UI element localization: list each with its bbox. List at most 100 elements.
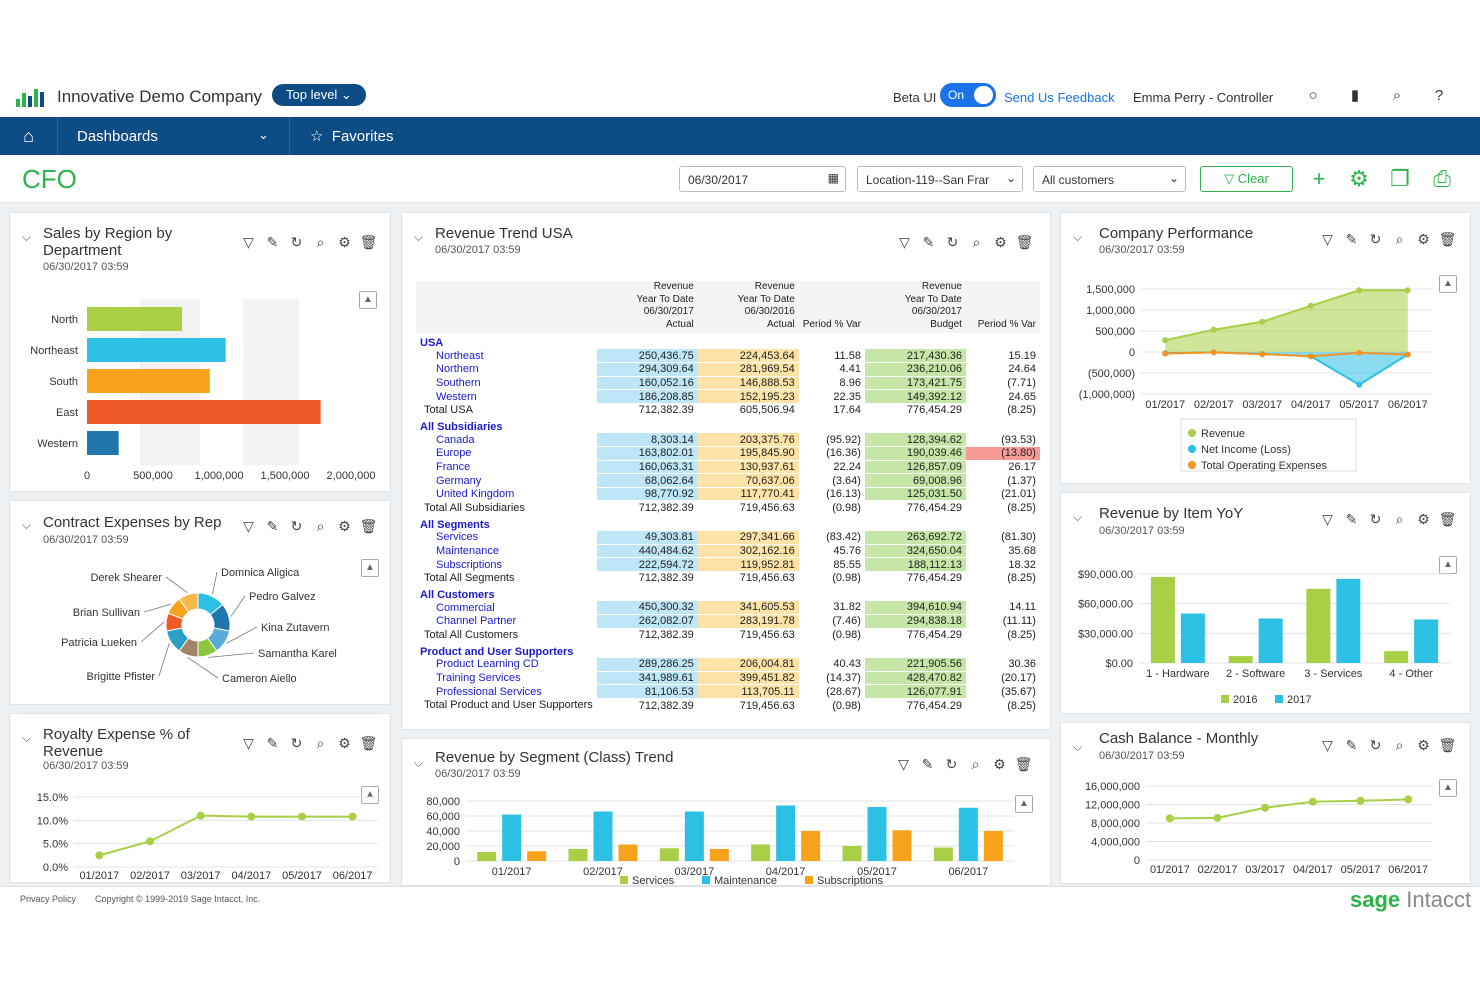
filter-icon[interactable]: ▽ — [899, 234, 910, 250]
customers-select[interactable]: All customers ⌄ — [1033, 166, 1186, 192]
zoom-icon[interactable]: ⌕ — [1395, 511, 1404, 527]
clear-button[interactable]: ▽ Clear — [1200, 166, 1293, 192]
settings-icon[interactable]: ⚙ — [1417, 737, 1430, 753]
settings-icon[interactable]: ⚙ — [993, 756, 1006, 772]
collapse-chevron-icon[interactable]: ⌵ — [414, 230, 424, 244]
beta-ui-toggle[interactable]: On — [940, 83, 996, 107]
collapse-chevron-icon[interactable]: ⌵ — [414, 756, 424, 770]
row-label[interactable]: Subscriptions — [436, 558, 503, 571]
edit-icon[interactable]: ✎ — [922, 234, 935, 250]
edit-icon[interactable]: ✎ — [266, 518, 279, 534]
location-select[interactable]: Location-119--San Frar ⌄ — [857, 166, 1023, 192]
delete-icon[interactable]: 🗑 — [1438, 231, 1457, 247]
filter-icon[interactable]: ▽ — [1322, 511, 1333, 527]
settings-icon[interactable]: ⚙ — [1349, 166, 1369, 191]
export-icon[interactable]: ▲ — [361, 786, 379, 804]
edit-icon[interactable]: ✎ — [921, 756, 934, 772]
zoom-icon[interactable]: ⌕ — [316, 518, 325, 534]
row-label[interactable]: France — [436, 460, 471, 473]
delete-icon[interactable]: 🗑 — [359, 234, 378, 250]
row-label[interactable]: Services — [436, 531, 479, 544]
settings-icon[interactable]: ⚙ — [338, 234, 351, 250]
filter-icon[interactable]: ▽ — [243, 518, 254, 534]
user-menu[interactable]: Emma Perry - Controller — [1133, 90, 1274, 105]
edit-icon[interactable]: ✎ — [266, 234, 279, 250]
export-icon[interactable]: ▲ — [1015, 795, 1033, 813]
edit-icon[interactable]: ✎ — [266, 735, 279, 751]
refresh-icon[interactable]: ↻ — [1369, 511, 1382, 527]
search-icon[interactable]: ⌕ — [1392, 87, 1402, 104]
calendar-icon[interactable]: ▦ — [827, 171, 839, 185]
delete-icon[interactable]: 🗑 — [1015, 234, 1034, 250]
settings-icon[interactable]: ⚙ — [338, 518, 351, 534]
refresh-icon[interactable]: ↻ — [1369, 231, 1382, 247]
privacy-policy-link[interactable]: Privacy Policy — [20, 894, 77, 904]
row-label[interactable]: Training Services — [436, 672, 521, 685]
refresh-icon[interactable]: ↻ — [945, 756, 958, 772]
settings-icon[interactable]: ⚙ — [1417, 231, 1430, 247]
export-icon[interactable]: ▲ — [359, 291, 377, 309]
collapse-chevron-icon[interactable]: ⌵ — [1073, 510, 1083, 524]
zoom-icon[interactable]: ⌕ — [1395, 231, 1404, 247]
level-selector[interactable]: Top level ⌄ — [272, 84, 366, 106]
home-icon[interactable]: ⌂ — [0, 117, 58, 155]
refresh-icon[interactable]: ↻ — [290, 735, 303, 751]
row-label[interactable]: Professional Services — [436, 685, 542, 698]
filter-icon[interactable]: ▽ — [1322, 737, 1333, 753]
bookmark-icon[interactable]: ▮ — [1350, 87, 1360, 104]
filter-icon[interactable]: ▽ — [243, 234, 254, 250]
collapse-chevron-icon[interactable]: ⌵ — [1073, 740, 1083, 754]
delete-icon[interactable]: 🗑 — [359, 735, 378, 751]
delete-icon[interactable]: 🗑 — [359, 518, 378, 534]
filter-icon[interactable]: ▽ — [898, 756, 909, 772]
row-label[interactable]: Product Learning CD — [436, 658, 539, 671]
collapse-chevron-icon[interactable]: ⌵ — [22, 230, 32, 244]
favorites-menu[interactable]: ☆ Favorites — [310, 127, 393, 145]
row-label[interactable]: Western — [436, 390, 477, 403]
collapse-chevron-icon[interactable]: ⌵ — [22, 731, 32, 745]
chat-icon[interactable]: ○ — [1308, 87, 1318, 104]
edit-icon[interactable]: ✎ — [1345, 231, 1358, 247]
refresh-icon[interactable]: ↻ — [946, 234, 959, 250]
export-icon[interactable]: ▲ — [1439, 275, 1457, 293]
export-icon[interactable]: ▲ — [361, 559, 379, 577]
zoom-icon[interactable]: ⌕ — [972, 234, 981, 250]
settings-icon[interactable]: ⚙ — [338, 735, 351, 751]
collapse-chevron-icon[interactable]: ⌵ — [22, 518, 32, 532]
refresh-icon[interactable]: ↻ — [290, 518, 303, 534]
edit-icon[interactable]: ✎ — [1345, 511, 1358, 527]
settings-icon[interactable]: ⚙ — [1417, 511, 1430, 527]
row-label[interactable]: Northern — [436, 363, 479, 376]
row-label[interactable]: Canada — [436, 433, 475, 446]
dashboards-menu[interactable]: Dashboards ⌄ — [58, 117, 290, 155]
row-label[interactable]: Commercial — [436, 601, 495, 614]
refresh-icon[interactable]: ↻ — [290, 234, 303, 250]
zoom-icon[interactable]: ⌕ — [971, 756, 980, 772]
export-icon[interactable]: ▲ — [1439, 779, 1457, 797]
print-icon[interactable]: ⎙ — [1433, 166, 1451, 191]
collapse-chevron-icon[interactable]: ⌵ — [1073, 230, 1083, 244]
row-label[interactable]: Northeast — [436, 349, 484, 362]
copy-icon[interactable]: ❐ — [1390, 166, 1410, 191]
company-name[interactable]: Innovative Demo Company — [57, 87, 263, 106]
filter-icon[interactable]: ▽ — [243, 735, 254, 751]
help-icon[interactable]: ? — [1434, 87, 1444, 104]
zoom-icon[interactable]: ⌕ — [316, 234, 325, 250]
filter-icon[interactable]: ▽ — [1322, 231, 1333, 247]
row-label[interactable]: Southern — [436, 376, 481, 389]
send-feedback-link[interactable]: Send Us Feedback — [1004, 90, 1115, 105]
settings-icon[interactable]: ⚙ — [994, 234, 1007, 250]
row-label[interactable]: United Kingdom — [436, 488, 515, 501]
row-label[interactable]: Europe — [436, 447, 472, 460]
delete-icon[interactable]: 🗑 — [1438, 737, 1457, 753]
row-label[interactable]: Maintenance — [436, 544, 499, 557]
row-label[interactable]: Germany — [436, 474, 482, 487]
zoom-icon[interactable]: ⌕ — [1395, 737, 1404, 753]
delete-icon[interactable]: 🗑 — [1438, 511, 1457, 527]
zoom-icon[interactable]: ⌕ — [316, 735, 325, 751]
edit-icon[interactable]: ✎ — [1345, 737, 1358, 753]
add-icon[interactable]: + — [1312, 166, 1326, 191]
refresh-icon[interactable]: ↻ — [1369, 737, 1382, 753]
delete-icon[interactable]: 🗑 — [1014, 756, 1033, 772]
date-field[interactable]: 06/30/2017 ▦ — [679, 166, 846, 192]
